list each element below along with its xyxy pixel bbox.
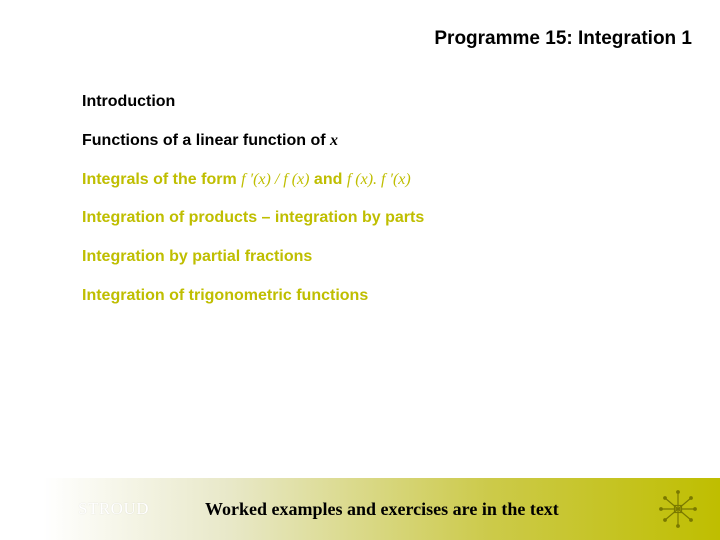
- palgrave-logo-icon: [658, 489, 698, 529]
- toc-text: Functions of a linear function of: [82, 132, 330, 149]
- toc-item-introduction: Introduction: [82, 92, 680, 113]
- formula-2: f (x). f ′(x): [347, 171, 411, 188]
- toc-text: and: [309, 171, 346, 188]
- footer-brand: STROUD: [78, 499, 149, 519]
- toc-text: Integrals of the form: [82, 171, 241, 188]
- footer-text: Worked examples and exercises are in the…: [205, 499, 559, 520]
- slide-title: Programme 15: Integration 1: [434, 28, 692, 50]
- toc-item-integrals-form: Integrals of the form f ′(x) / f (x) and…: [82, 170, 680, 191]
- toc-list: Introduction Functions of a linear funct…: [82, 92, 680, 325]
- formula-1: f ′(x) / f (x): [241, 171, 309, 188]
- toc-item-trigonometric: Integration of trigonometric functions: [82, 286, 680, 307]
- toc-item-partial-fractions: Integration by partial fractions: [82, 247, 680, 268]
- toc-item-by-parts: Integration of products – integration by…: [82, 208, 680, 229]
- italic-x: x: [330, 132, 338, 149]
- toc-item-linear-function: Functions of a linear function of x: [82, 131, 680, 152]
- footer-bar: STROUD Worked examples and exercises are…: [0, 478, 720, 540]
